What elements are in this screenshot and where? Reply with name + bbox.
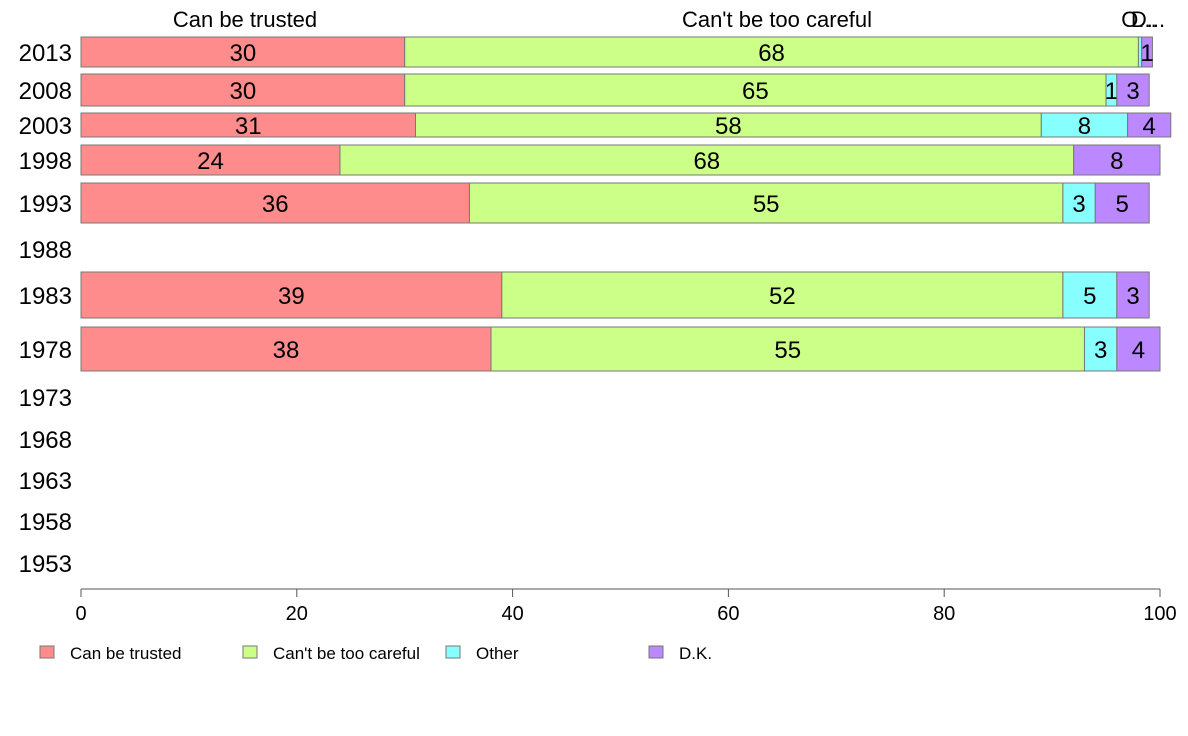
legend-swatch bbox=[39, 645, 55, 659]
bar-segment bbox=[80, 326, 492, 372]
legend-swatch bbox=[445, 645, 461, 659]
legend-label: D.K. bbox=[679, 644, 712, 663]
data-label: 3 bbox=[1126, 283, 1139, 310]
data-label: 24 bbox=[197, 148, 224, 175]
x-tick-label: 0 bbox=[75, 603, 86, 625]
data-label: 68 bbox=[758, 40, 785, 67]
year-labels: 2013 2008 2003 1998 1993 1988 1983 1978 1973 1968… bbox=[19, 40, 72, 578]
data-label: 5 bbox=[1083, 283, 1096, 310]
year-label: 1973 bbox=[19, 385, 72, 412]
legend-swatch bbox=[648, 645, 664, 659]
data-label: 55 bbox=[774, 337, 801, 364]
data-label: 3 bbox=[1072, 191, 1085, 218]
bar-segments: 30 68 130 65 1 331 58 8 424 68 836 55 3 539 52 5 338 55 3 4 bbox=[80, 36, 1172, 372]
column-header: D... bbox=[1131, 7, 1165, 32]
bar-segment bbox=[414, 112, 1042, 138]
bar-segment bbox=[1062, 271, 1118, 319]
bar-segment bbox=[1116, 271, 1150, 319]
legend-label: Can be trusted bbox=[70, 644, 182, 663]
bar-segment bbox=[501, 271, 1064, 319]
data-label: 1 bbox=[1140, 40, 1153, 67]
data-label: 30 bbox=[229, 40, 256, 67]
year-label: 1988 bbox=[19, 237, 72, 264]
x-tick-label: 80 bbox=[933, 603, 955, 625]
data-label: 3 bbox=[1094, 337, 1107, 364]
x-axis: 0 20 40 60 80 100 bbox=[75, 588, 1177, 625]
x-tick-label: 60 bbox=[717, 603, 739, 625]
legend-label: Can't be too careful bbox=[273, 644, 420, 663]
legend-label: Other bbox=[476, 644, 519, 663]
bar-segment bbox=[490, 326, 1085, 372]
bar-segment bbox=[80, 182, 470, 224]
bar-segment bbox=[1083, 326, 1118, 372]
year-label: 1998 bbox=[19, 148, 72, 175]
legend: Can be trusted Can't be too careful Other D… bbox=[39, 644, 712, 663]
data-label: 4 bbox=[1143, 113, 1156, 140]
bar-segment bbox=[468, 182, 1064, 224]
year-label: 1958 bbox=[19, 509, 72, 536]
year-label: 2003 bbox=[19, 113, 72, 140]
data-label: 3 bbox=[1126, 78, 1139, 105]
bar-segment bbox=[1141, 36, 1153, 68]
data-label: 8 bbox=[1110, 148, 1123, 175]
year-label: 1953 bbox=[19, 551, 72, 578]
data-label: 52 bbox=[769, 283, 796, 310]
data-label: 55 bbox=[753, 191, 780, 218]
data-label: 1 bbox=[1105, 78, 1118, 105]
bar-segment bbox=[80, 271, 503, 319]
data-label: 31 bbox=[235, 113, 262, 140]
column-header: O... bbox=[1121, 7, 1156, 32]
year-label: 1993 bbox=[19, 191, 72, 218]
year-label: 1983 bbox=[19, 283, 72, 310]
bar-segment bbox=[404, 36, 1139, 68]
year-label: 2008 bbox=[19, 78, 72, 105]
legend-swatch bbox=[242, 645, 258, 659]
bar-segment bbox=[339, 144, 1075, 176]
x-tick-label: 40 bbox=[501, 603, 523, 625]
column-header: Can be trusted bbox=[173, 7, 317, 32]
bar-segment bbox=[1094, 182, 1150, 224]
bar-segment bbox=[80, 112, 416, 138]
bar-segment bbox=[1116, 73, 1150, 107]
data-label: 36 bbox=[262, 191, 289, 218]
year-label: 1968 bbox=[19, 427, 72, 454]
data-label: 68 bbox=[693, 148, 720, 175]
data-label: 39 bbox=[278, 283, 305, 310]
bar-segment bbox=[1040, 112, 1129, 138]
x-tick-label: 100 bbox=[1143, 603, 1176, 625]
bar-segment bbox=[1062, 182, 1096, 224]
data-label: 8 bbox=[1078, 113, 1091, 140]
year-label: 1978 bbox=[19, 337, 72, 364]
column-header: Can't be too careful bbox=[682, 7, 872, 32]
data-label: 5 bbox=[1116, 191, 1129, 218]
bar-segment bbox=[1116, 326, 1161, 372]
bar-segment bbox=[80, 36, 406, 68]
data-label: 38 bbox=[273, 337, 300, 364]
column-headers: Can be trusted Can't be too careful O...D.… bbox=[173, 7, 1165, 32]
bar-segment bbox=[1127, 112, 1172, 138]
data-label: 30 bbox=[229, 78, 256, 105]
bar-segment bbox=[1073, 144, 1161, 176]
data-label: 58 bbox=[715, 113, 742, 140]
data-label: 65 bbox=[742, 78, 769, 105]
x-tick-label: 20 bbox=[286, 603, 308, 625]
year-label: 1963 bbox=[19, 468, 72, 495]
bar-segment bbox=[80, 73, 406, 107]
data-label: 4 bbox=[1132, 337, 1145, 364]
year-label: 2013 bbox=[19, 40, 72, 67]
